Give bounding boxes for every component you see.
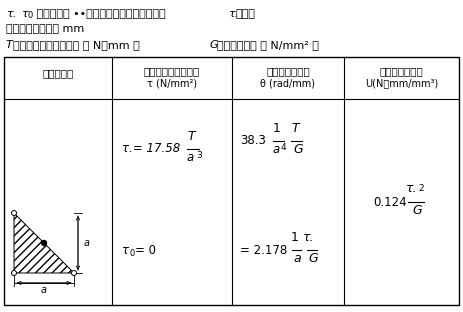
Text: τ.: τ. [406, 182, 417, 195]
Circle shape [12, 211, 17, 216]
Text: G: G [413, 204, 422, 217]
Text: a: a [187, 151, 194, 164]
Text: θ (rad/mm): θ (rad/mm) [261, 78, 315, 88]
Bar [4, 57, 459, 305]
Text: = 2.178: = 2.178 [240, 243, 287, 256]
Text: G: G [210, 40, 219, 50]
Text: 0.124: 0.124 [374, 196, 407, 208]
Text: 断面寸法の単位は mm: 断面寸法の単位は mm [6, 24, 84, 34]
Text: せ　ん　断　応　力: せ ん 断 応 力 [144, 66, 200, 76]
Text: ：横弾性係数 ［ N/mm² ］: ：横弾性係数 ［ N/mm² ］ [217, 40, 319, 50]
Text: T: T [6, 40, 13, 50]
Text: = 0: = 0 [135, 243, 156, 256]
Text: τ.= 17.58: τ.= 17.58 [122, 143, 180, 155]
Text: 4: 4 [281, 143, 287, 152]
Text: 1: 1 [273, 122, 281, 135]
Text: τ.: τ. [6, 9, 16, 19]
Text: τ (N/mm²): τ (N/mm²) [147, 78, 197, 88]
Text: τ: τ [21, 9, 28, 19]
Text: G: G [293, 143, 303, 156]
Text: τ.: τ. [303, 231, 315, 244]
Text: τ.: τ. [228, 9, 238, 19]
Text: 38.3: 38.3 [240, 134, 266, 148]
Text: τ: τ [122, 243, 129, 256]
Text: a: a [84, 238, 90, 248]
Text: 2: 2 [419, 184, 424, 193]
Text: 0: 0 [28, 11, 33, 20]
Text: T: T [187, 130, 195, 143]
Circle shape [71, 271, 76, 275]
Circle shape [12, 271, 17, 275]
Text: a: a [293, 252, 300, 265]
Text: ：軸に作用するトルク ［ N・mm ］: ：軸に作用するトルク ［ N・mm ］ [13, 40, 140, 50]
Text: 3: 3 [196, 151, 202, 160]
Circle shape [42, 241, 46, 246]
Text: 1: 1 [291, 231, 299, 244]
Text: が最大: が最大 [235, 9, 255, 19]
Text: はそれぞれ ••点に作用するせん断応力で: はそれぞれ ••点に作用するせん断応力で [33, 9, 166, 19]
Text: ね　じ　れ　角: ね じ れ 角 [266, 66, 310, 76]
Text: 0: 0 [130, 248, 135, 257]
Text: T: T [291, 122, 299, 135]
Text: a: a [41, 285, 47, 295]
Text: a: a [273, 143, 280, 156]
Text: G: G [308, 252, 318, 265]
Text: 弾性エネルギー: 弾性エネルギー [380, 66, 423, 76]
Text: U(N・mm/mm³): U(N・mm/mm³) [365, 78, 438, 88]
Text: 断　面　形: 断 面 形 [43, 68, 74, 78]
